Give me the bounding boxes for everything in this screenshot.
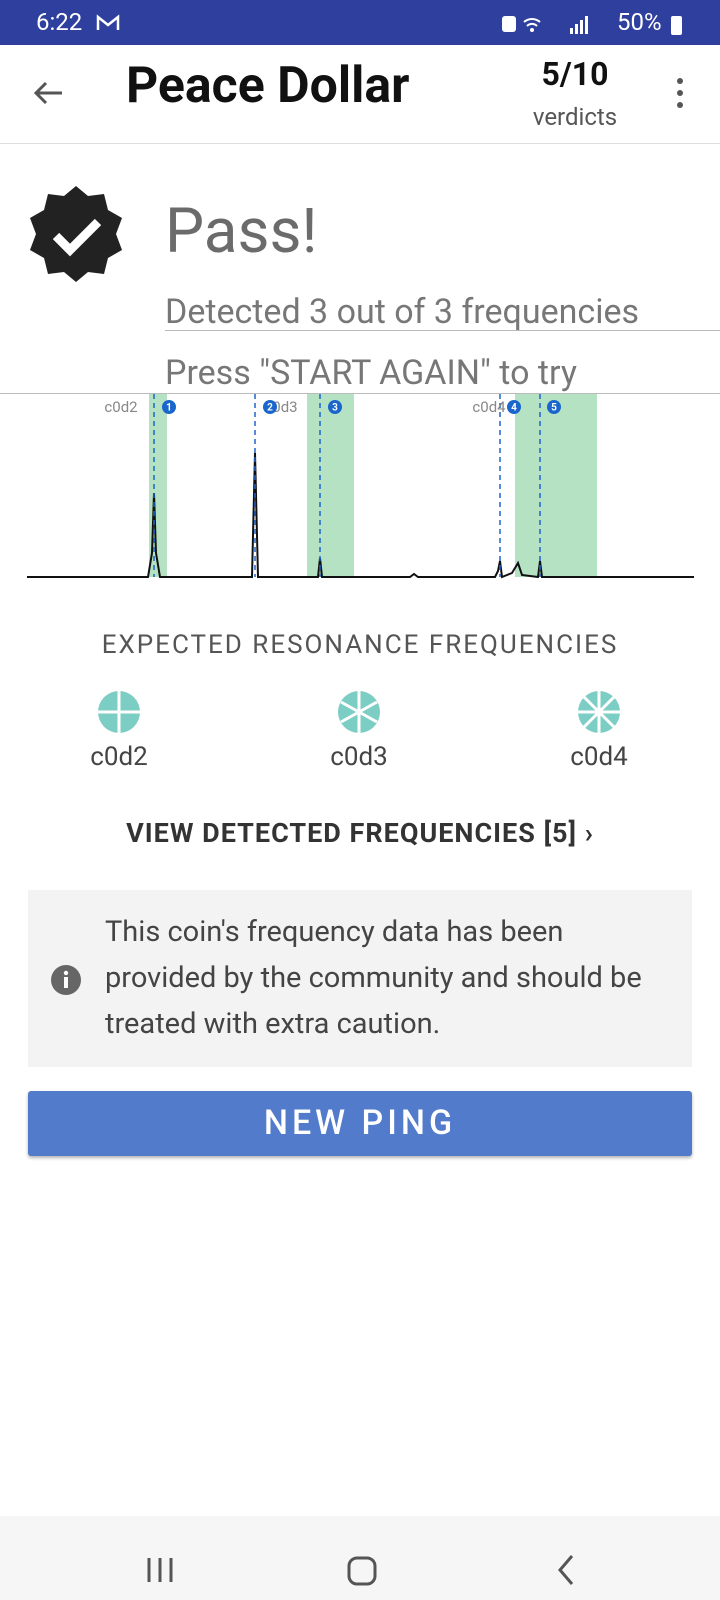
info-icon [51, 965, 81, 995]
marker-number: 4 [511, 403, 517, 414]
marker-number: 3 [332, 403, 338, 414]
battery-icon [671, 16, 682, 35]
notice-text: This coin's frequency data has been prov… [105, 915, 642, 1041]
overflow-menu[interactable] [670, 75, 690, 111]
battery-level: 50% [617, 8, 662, 36]
marker-number: 1 [166, 403, 172, 414]
gmail-icon [96, 14, 120, 30]
marker-number: 5 [551, 403, 557, 414]
section-heading: EXPECTED RESONANCE FREQUENCIES [101, 630, 619, 660]
divider [165, 330, 720, 331]
app-bar: Peace Dollar 5/10 verdicts [0, 45, 720, 144]
frequency-icons [98, 691, 620, 733]
navigation-bar [0, 1516, 720, 1600]
frequency-markers [153, 394, 541, 577]
frequency-label: c0d3 [330, 742, 388, 772]
back-button[interactable] [30, 75, 66, 111]
view-detected-link[interactable]: VIEW DETECTED FREQUENCIES [5] › [126, 817, 594, 849]
frequency-label: c0d2 [90, 742, 148, 772]
detection-band [515, 394, 597, 577]
nav-icons [147, 1555, 574, 1586]
notice-box: This coin's frequency data has been prov… [28, 890, 692, 1067]
frequency-label: c0d4 [570, 742, 628, 772]
pass-badge [30, 186, 122, 282]
peak-label: c0d4 [472, 398, 506, 416]
status-bar: 6:22 50% [0, 0, 720, 45]
verdicts-count: 5/10 [541, 55, 609, 93]
page-title: Peace Dollar [126, 57, 410, 115]
new-ping-button[interactable]: NEW PING [28, 1091, 692, 1156]
spectrum-chart: c0d2 c0d3 c0d4 1 2 3 4 5 [0, 393, 720, 579]
result-detail: Detected 3 out of 3 frequencies [165, 292, 640, 332]
spectrum-line [27, 452, 694, 579]
result-title: Pass! [165, 195, 318, 268]
result-hint: Press "START AGAIN" to try [165, 353, 577, 393]
status-icons [502, 16, 588, 34]
peak-label: c0d2 [104, 398, 137, 416]
verdicts-label: verdicts [532, 103, 618, 131]
detection-band [307, 394, 354, 577]
clock: 6:22 [36, 8, 83, 36]
marker-number: 2 [267, 403, 273, 414]
